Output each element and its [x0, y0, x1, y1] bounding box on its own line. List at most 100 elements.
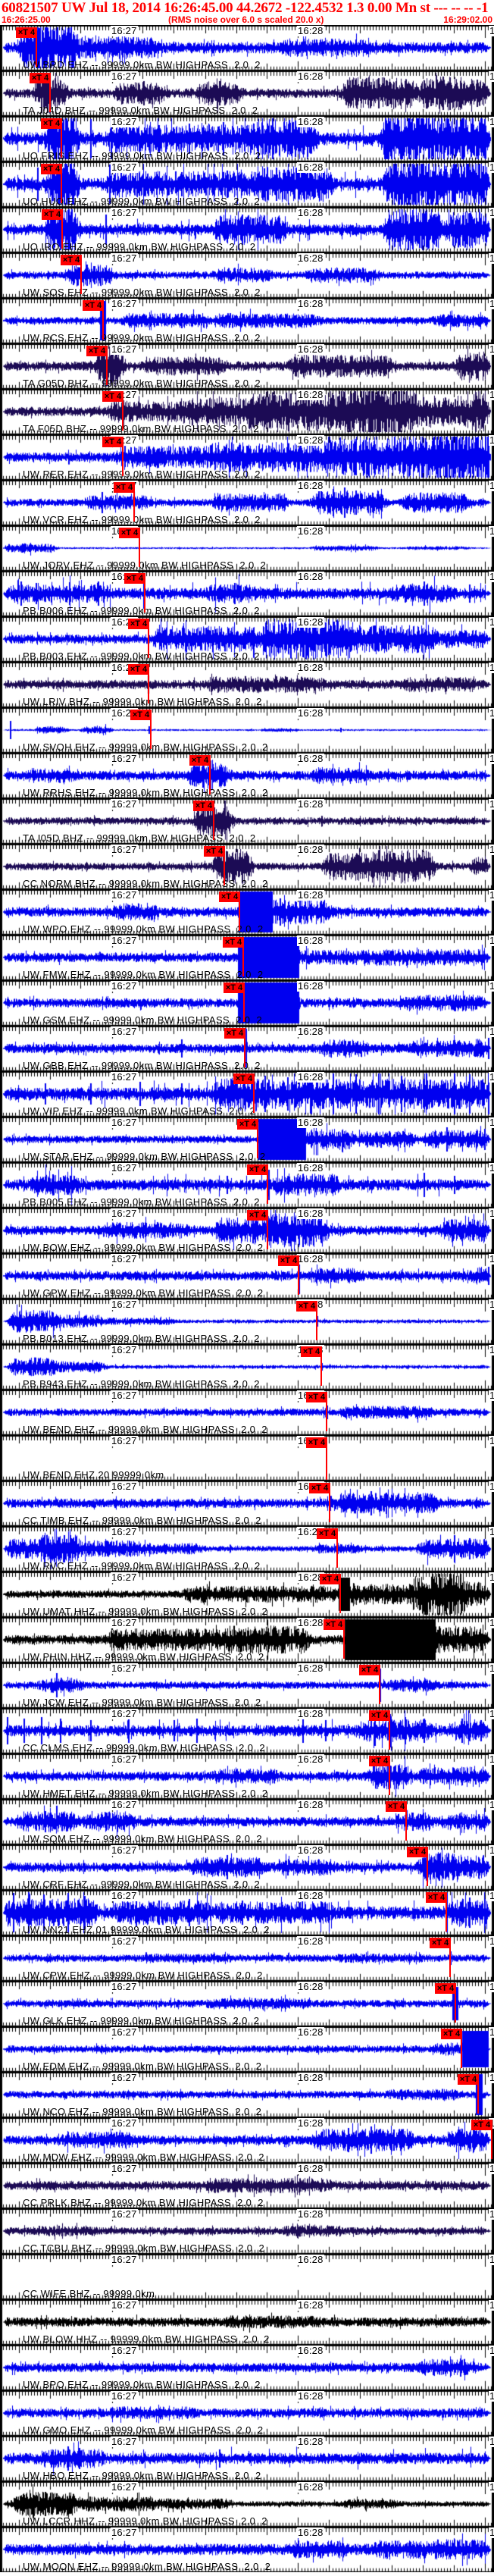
trace-row[interactable]: 16:27 16:28 1 UW RVC EHZ -- 99999.0km BW…: [0, 1526, 494, 1572]
pick-flag[interactable]: ×T 4: [320, 1574, 341, 1613]
trace-row[interactable]: 16:27 16:28 1 UW NCO EHZ -- 99999.0km BW…: [0, 2072, 494, 2117]
pick-flag[interactable]: ×T 4: [301, 1346, 322, 1386]
waveform-canvas[interactable]: [0, 1299, 494, 1344]
waveform-canvas[interactable]: [0, 25, 494, 71]
pick-flag[interactable]: ×T 4: [224, 982, 245, 1022]
waveform-canvas[interactable]: [0, 1799, 494, 1844]
trace-row[interactable]: 16:27 16:28 1 PB B006 EHZ -- 99999.0km B…: [0, 571, 494, 616]
pick-flag[interactable]: ×T 4: [386, 1801, 407, 1841]
pick-flag[interactable]: ×T 4: [128, 619, 149, 658]
trace-row[interactable]: 16:27 16:28 1 UW BEND EHZ 20 99999.0km ×…: [0, 1435, 494, 1481]
trace-row[interactable]: 16:27 16:28 1 UW GSM EHZ -- 99999.0km BW…: [0, 980, 494, 1026]
trace-row[interactable]: 16:27 16:28 1 UW VCR EHZ -- 99999.0km BW…: [0, 480, 494, 525]
pick-flag[interactable]: ×T 4: [114, 482, 135, 522]
pick-flag[interactable]: ×T 4: [369, 1710, 390, 1750]
trace-row[interactable]: 16:27 16:28 1 TA J04D BHZ -- 99999.0km B…: [0, 71, 494, 116]
trace-row[interactable]: 16:27 16:28 1 UW RCS EHZ -- 99999.0km BW…: [0, 298, 494, 343]
pick-flag[interactable]: ×T 4: [247, 1210, 268, 1249]
trace-row[interactable]: 16:27 16:28 1 UW GBB EHZ -- 99999.0km BW…: [0, 1026, 494, 1071]
pick-flag[interactable]: ×T 4: [42, 209, 63, 249]
trace-row[interactable]: 16:27 16:28 1 UW MOON EHZ -- 99999.0km B…: [0, 2527, 494, 2572]
trace-row[interactable]: 16:27 16:28 1 UW BRD EHZ -- 99999.0km BW…: [0, 25, 494, 71]
waveform-canvas[interactable]: [0, 1526, 494, 1572]
waveform-canvas[interactable]: [0, 1890, 494, 1935]
trace-row[interactable]: 16:27 16:28 1 UW JORV EHZ -- 99999.0km B…: [0, 525, 494, 571]
trace-row[interactable]: 16:27 16:28 1 UW LCCR HHZ -- 99999.0km B…: [0, 2481, 494, 2527]
trace-row[interactable]: 16:27 16:28 1 PB B943 EHZ -- 99999.0km B…: [0, 1344, 494, 1390]
pick-flag[interactable]: ×T 4: [86, 346, 108, 385]
waveform-canvas[interactable]: [0, 935, 494, 980]
trace-row[interactable]: 16:27 16:28 1 UW BLOW HHZ -- 99999.0km B…: [0, 2299, 494, 2345]
pick-flag[interactable]: ×T 4: [458, 2074, 479, 2114]
trace-row[interactable]: 16:27 16:28 1 TA F05D BHZ -- 99999.0km B…: [0, 389, 494, 434]
trace-row[interactable]: 16:27 16:28 1 UW EDM EHZ -- 99999.0km BW…: [0, 2026, 494, 2072]
trace-row[interactable]: 16:27 16:28 1 UW BPO EHZ -- 99999.0km BW…: [0, 2345, 494, 2390]
waveform-canvas[interactable]: [0, 1572, 494, 1617]
trace-row[interactable]: 16:27 16:28 1 PB B003 EHZ -- 99999.0km B…: [0, 616, 494, 662]
pick-flag[interactable]: ×T 4: [83, 300, 104, 340]
trace-row[interactable]: 16:27 16:28 1 UW CRF EHZ -- 99999.0km BW…: [0, 1844, 494, 1890]
pick-flag[interactable]: ×T 4: [426, 1892, 447, 1932]
waveform-canvas[interactable]: [0, 1435, 494, 1481]
waveform-canvas[interactable]: [0, 980, 494, 1026]
waveform-canvas[interactable]: [0, 707, 494, 753]
waveform-canvas[interactable]: [0, 434, 494, 480]
waveform-canvas[interactable]: [0, 2163, 494, 2208]
waveform-canvas[interactable]: [0, 1935, 494, 1981]
trace-row[interactable]: 16:27 16:28 1 UW HMET EHZ -- 99999.0km B…: [0, 1753, 494, 1799]
waveform-canvas[interactable]: [0, 662, 494, 707]
pick-flag[interactable]: ×T 4: [224, 1028, 245, 1067]
trace-row[interactable]: 16:27 16:28 1 UW BEND EHZ -- 99999.0km B…: [0, 1390, 494, 1435]
pick-flag[interactable]: ×T 4: [306, 1437, 327, 1480]
waveform-canvas[interactable]: [0, 1026, 494, 1071]
trace-row[interactable]: 16:27 16:28 1 UO FRIS EHZ -- 99999.0km B…: [0, 116, 494, 161]
pick-flag[interactable]: ×T 4: [193, 801, 214, 840]
waveform-canvas[interactable]: [0, 161, 494, 207]
waveform-canvas[interactable]: [0, 71, 494, 116]
pick-flag[interactable]: ×T 4: [130, 710, 152, 749]
pick-flag[interactable]: ×T 4: [430, 1938, 451, 1977]
waveform-canvas[interactable]: [0, 753, 494, 798]
pick-flag[interactable]: ×T 4: [41, 118, 62, 158]
pick-flag[interactable]: ×T 4: [128, 664, 149, 704]
waveform-canvas[interactable]: [0, 1708, 494, 1753]
trace-row[interactable]: 16:27 16:28 1 PB B005 EHZ -- 99999.0km B…: [0, 1162, 494, 1208]
waveform-canvas[interactable]: [0, 343, 494, 389]
pick-flag[interactable]: ×T 4: [278, 1255, 299, 1295]
pick-flag[interactable]: ×T 4: [61, 255, 82, 294]
waveform-canvas[interactable]: [0, 1981, 494, 2026]
waveform-canvas[interactable]: [0, 2345, 494, 2390]
trace-row[interactable]: 16:27 16:28 1 UW LRIV BHZ -- 99999.0km B…: [0, 662, 494, 707]
waveform-canvas[interactable]: [0, 844, 494, 889]
waveform-canvas[interactable]: [0, 2254, 494, 2299]
trace-row[interactable]: 16:27 16:28 1 UW BOW EHZ -- 99999.0km BW…: [0, 1208, 494, 1253]
pick-flag[interactable]: ×T 4: [41, 164, 62, 203]
trace-row[interactable]: 16:27 16:28 1 CC NORM BHZ -- 99999.0km B…: [0, 844, 494, 889]
trace-row[interactable]: 16:27 16:28 1 UW RER EHZ -- 99999.0km BW…: [0, 434, 494, 480]
trace-row[interactable]: 16:27 16:28 1 UW SOS EHZ -- 99999.0km BW…: [0, 252, 494, 298]
trace-row[interactable]: 16:27 16:28 1 TA I05D BHZ -- 99999.0km B…: [0, 798, 494, 844]
waveform-canvas[interactable]: [0, 1662, 494, 1708]
pick-flag[interactable]: ×T 4: [441, 2029, 462, 2068]
pick-flag[interactable]: ×T 4: [233, 1073, 255, 1113]
waveform-canvas[interactable]: [0, 1253, 494, 1299]
trace-row[interactable]: 16:27 16:28 1 PB B013 EHZ -- 99999.0km B…: [0, 1299, 494, 1344]
pick-flag[interactable]: ×T 4: [309, 1483, 330, 1522]
pick-flag[interactable]: ×T 4: [324, 1619, 345, 1659]
trace-row[interactable]: 16:27 16:28 1 UW HBO EHZ -- 99999.0km BW…: [0, 2436, 494, 2481]
waveform-canvas[interactable]: [0, 116, 494, 161]
pick-flag[interactable]: ×T 4: [124, 573, 145, 613]
trace-row[interactable]: 16:27 16:28 1 UW STAR EHZ -- 99999.0km B…: [0, 1117, 494, 1162]
trace-row[interactable]: 16:27 16:28 1 UW SQM EHZ -- 99999.0km BW…: [0, 1799, 494, 1844]
trace-row[interactable]: 16:27 16:28 1 UW NN21 EHZ 01 99999.0km B…: [0, 1890, 494, 1935]
waveform-canvas[interactable]: [0, 298, 494, 343]
pick-flag[interactable]: ×T 4: [219, 892, 240, 931]
trace-row[interactable]: 16:27 16:28 1 UW GLK EHZ -- 99999.0km BW…: [0, 1981, 494, 2026]
waveform-canvas[interactable]: [0, 1344, 494, 1390]
trace-row[interactable]: 16:27 16:28 1 UW SVOH EHZ -- 99999.0km B…: [0, 707, 494, 753]
trace-row[interactable]: 16:27 16:28 1 UW GPW EHZ -- 99999.0km BW…: [0, 1253, 494, 1299]
pick-flag[interactable]: ×T 4: [296, 1301, 317, 1340]
pick-flag[interactable]: ×T 4: [306, 1392, 327, 1431]
trace-row[interactable]: 16:27 16:28 1 CC PRLK BHZ -- 99999.0km B…: [0, 2163, 494, 2208]
pick-flag[interactable]: ×T 4: [247, 1164, 268, 1204]
